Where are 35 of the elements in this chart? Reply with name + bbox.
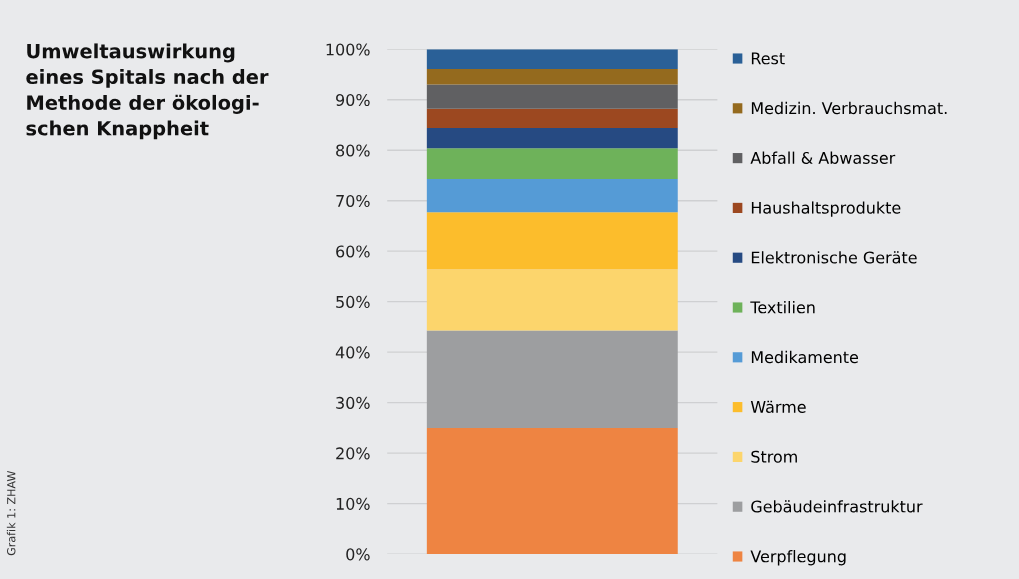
legend-label: Abfall & Abwasser xyxy=(750,151,896,164)
legend-label: Textilien xyxy=(750,301,815,314)
y-tick-label: 80% xyxy=(336,144,370,157)
legend-label: Strom xyxy=(751,450,797,463)
y-tick-label: 40% xyxy=(335,346,370,359)
bar xyxy=(426,212,678,270)
text: Grafik 1: ZHAW xyxy=(6,470,16,556)
bar xyxy=(426,148,678,179)
bar xyxy=(426,84,678,109)
y-tick-label: 30% xyxy=(336,396,370,409)
bar xyxy=(426,108,678,128)
y-tick-label: 90% xyxy=(336,93,370,106)
legend-label: Elektronische Geräte xyxy=(751,251,917,264)
y-tick-label: 50% xyxy=(336,295,370,308)
y-tick-label: 60% xyxy=(336,245,370,258)
y-tick-label: 20% xyxy=(336,447,370,460)
y-tick-label: 0% xyxy=(346,548,370,561)
legend-label: Rest xyxy=(751,52,785,65)
legend-label: Medizin. Verbrauchsmat. xyxy=(751,101,947,115)
y-tick-label: 70% xyxy=(336,194,370,207)
legend-label: Medikamente xyxy=(751,350,859,364)
y-tick-label: 10% xyxy=(336,497,370,510)
bar xyxy=(426,68,678,85)
bar xyxy=(426,427,678,555)
bar xyxy=(426,330,678,428)
bar xyxy=(426,49,678,69)
legend-label: Wärme xyxy=(750,400,806,413)
y-tick-label: 100% xyxy=(326,43,370,56)
legend-label: Gebäudeinfrastruktur xyxy=(751,500,923,513)
bar xyxy=(426,269,678,331)
text: Umweltauswirkung eines Spitals nach der Methode der ökologi- schen Knappheit xyxy=(26,43,269,140)
legend-label: Haushaltsprodukte xyxy=(751,201,901,217)
bar xyxy=(426,127,678,149)
legend-label: Verpflegung xyxy=(750,549,846,566)
bar xyxy=(426,178,678,213)
